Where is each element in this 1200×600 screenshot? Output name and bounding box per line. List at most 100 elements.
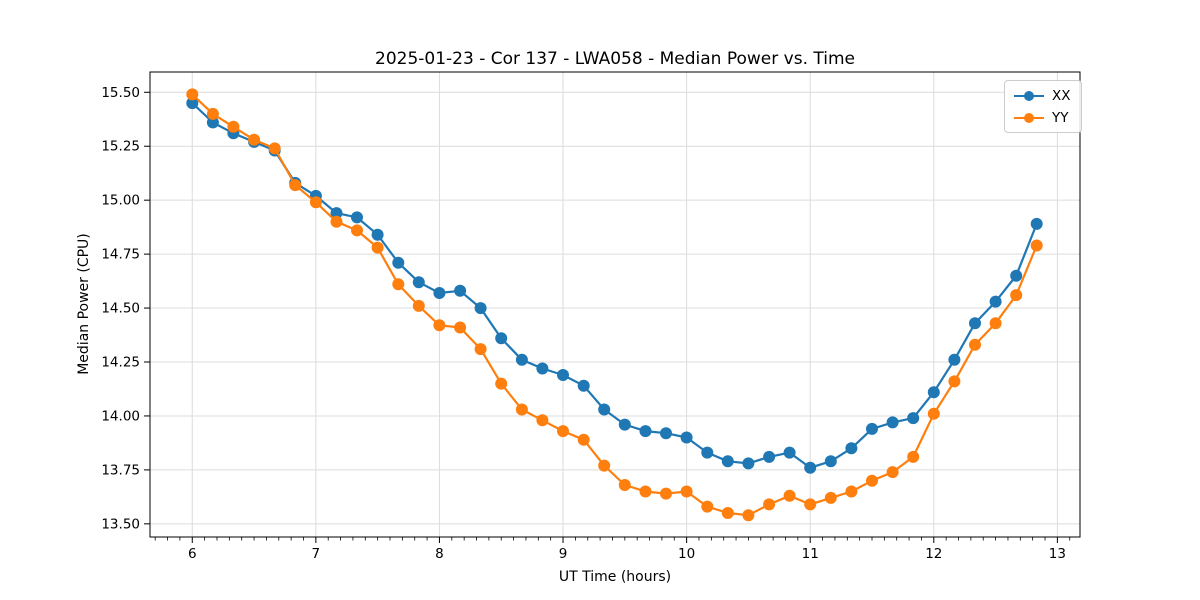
series-yy-marker (660, 487, 672, 500)
series-xx-marker (618, 418, 631, 431)
plot-border (149, 71, 1081, 538)
series-yy-marker (474, 343, 487, 356)
series-xx-marker (206, 116, 219, 129)
series-xx-marker (515, 353, 528, 366)
series-xx-marker (454, 284, 467, 297)
series-yy-marker (206, 107, 219, 120)
series-xx-marker (433, 287, 446, 299)
legend-item-xx: XX (1014, 86, 1071, 105)
legend-label-xx: XX (1052, 87, 1071, 104)
series-yy-marker (495, 377, 508, 390)
y-tick-label: 15.50 (101, 85, 140, 101)
series-yy-marker (680, 485, 693, 498)
series-yy-marker (824, 491, 837, 504)
legend-label-yy: YY (1052, 109, 1069, 126)
series-yy-marker (515, 403, 528, 416)
x-tick-label: 6 (188, 546, 197, 562)
series-yy-marker (804, 498, 817, 511)
series-xx-marker (907, 412, 920, 425)
y-tick-label: 15.00 (101, 193, 140, 209)
series-yy-marker (618, 479, 631, 491)
y-tick-label: 15.25 (101, 139, 140, 155)
series-xx-marker (845, 442, 858, 455)
y-tick-label: 14.00 (101, 408, 140, 424)
series-xx-marker (763, 450, 776, 463)
series-xx-marker (721, 455, 734, 468)
series-xx-marker (412, 276, 425, 289)
series-yy-marker (227, 120, 240, 133)
series-yy-marker (969, 338, 981, 351)
x-tick-label: 8 (435, 546, 444, 562)
series-xx-marker (186, 97, 199, 110)
series-yy-marker (557, 425, 569, 438)
series-xx-marker (639, 425, 652, 438)
series-xx-marker (927, 386, 940, 399)
series-yy-marker (763, 498, 776, 511)
x-tick-label: 10 (678, 546, 695, 562)
series-yy-marker (1010, 289, 1023, 302)
series-yy-marker (927, 407, 940, 420)
series-xx-marker (886, 416, 899, 429)
series-yy-marker (866, 474, 878, 487)
series-yy-marker (989, 317, 1002, 330)
series-yy-marker (598, 459, 611, 472)
series-yy-marker (783, 489, 796, 502)
x-tick-label: 9 (559, 546, 568, 562)
x-tick-label: 11 (802, 546, 819, 562)
series-yy-marker (186, 88, 199, 101)
series-yy-marker (330, 215, 343, 228)
series-xx-marker (598, 403, 611, 416)
series-xx-marker (742, 457, 755, 470)
series-yy-marker (392, 278, 405, 291)
series-xx-marker (1030, 217, 1043, 230)
series-yy-marker (268, 142, 281, 155)
series-xx-marker (330, 207, 343, 220)
series-xx-marker (495, 332, 508, 345)
series-yy-marker (1030, 239, 1043, 252)
x-tick-label: 7 (312, 546, 321, 562)
chart-title: 2025-01-23 - Cor 137 - LWA058 - Median P… (375, 49, 855, 69)
xx-series-swatch (1014, 90, 1044, 102)
series-xx-marker (660, 427, 672, 440)
series-yy-marker (701, 500, 714, 513)
y-tick-label: 14.75 (101, 247, 140, 263)
series-yy-marker (248, 133, 261, 146)
series-xx-marker (804, 461, 817, 474)
yy-series-swatch (1014, 112, 1044, 124)
x-tick-label: 13 (1049, 546, 1066, 562)
series-xx-marker (948, 353, 961, 366)
series-xx-marker (577, 379, 590, 392)
series-yy-marker (536, 414, 549, 427)
y-tick-label: 13.50 (101, 516, 140, 532)
series-xx-marker (392, 256, 405, 269)
series-yy-marker (412, 299, 425, 312)
series-yy-marker (721, 507, 734, 519)
series-yy-marker (454, 321, 467, 334)
series-xx-marker (474, 302, 487, 315)
series-yy-marker (742, 509, 755, 522)
legend-item-yy: YY (1014, 108, 1071, 127)
series-xx-marker (680, 431, 693, 444)
y-tick-label: 14.25 (101, 355, 140, 371)
y-axis-title: Median Power (CPU) (76, 233, 92, 375)
series-xx-marker (783, 446, 796, 459)
series-yy-marker (907, 450, 920, 463)
series-xx-marker (989, 295, 1002, 308)
series-xx-marker (371, 228, 384, 241)
series-yy-marker (845, 485, 858, 498)
legend: XX YY (1004, 80, 1082, 133)
series-xx-marker (536, 362, 549, 375)
series-xx-marker (866, 422, 878, 435)
series-yy-marker (577, 433, 590, 446)
y-tick-label: 14.50 (101, 301, 140, 317)
series-xx-marker (351, 211, 363, 224)
series-xx-marker (701, 446, 714, 459)
x-tick-label: 12 (925, 546, 942, 562)
series-yy-marker (948, 375, 961, 388)
series-yy-marker (371, 241, 384, 254)
series-yy-marker (351, 224, 363, 237)
series-xx-marker (1010, 269, 1023, 282)
series-yy-marker (886, 466, 899, 479)
